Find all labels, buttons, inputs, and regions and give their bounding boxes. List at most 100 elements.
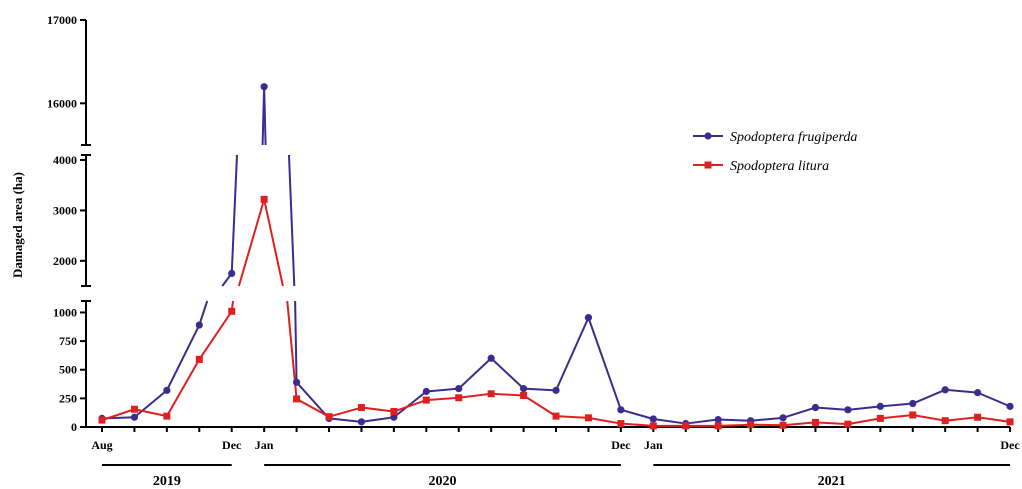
data-point: [519, 385, 528, 393]
data-point: [260, 195, 268, 203]
legend-item: Spodoptera litura: [693, 159, 829, 174]
series-line-segment: [165, 324, 201, 391]
data-point: [649, 415, 657, 423]
legend-label: Spodoptera litura: [730, 159, 829, 174]
data-point: [941, 417, 949, 425]
data-point: [682, 422, 690, 430]
data-point: [228, 269, 236, 278]
series-line-segment: [230, 154, 238, 274]
legend-marker: [704, 132, 712, 140]
year-label: 2019: [153, 474, 181, 489]
series-line-segment: [718, 423, 751, 427]
series-line-segment: [296, 398, 330, 418]
year-labels: 2019 2020 2021: [102, 464, 1011, 489]
legend-marker: [704, 161, 712, 169]
y-tick-label: 16000: [47, 96, 77, 110]
y-tick-label: 2000: [53, 254, 77, 268]
data-point: [584, 314, 593, 322]
series-line-segment: [294, 300, 298, 383]
series-line-segment: [653, 417, 686, 425]
series-line-segment: [328, 417, 362, 423]
legend-item: Spodoptera frugiperda: [693, 130, 857, 145]
data-point: [163, 386, 171, 394]
series-line-segment: [880, 413, 913, 420]
x-tick-label: Dec: [222, 438, 242, 452]
data-point: [195, 355, 203, 363]
series-line-segment: [458, 392, 492, 399]
series-line-segment: [426, 387, 459, 393]
data-point: [293, 395, 301, 403]
data-point: [649, 422, 657, 430]
data-point: [292, 378, 301, 386]
series-line-segment: [847, 405, 881, 411]
series-line-segment: [685, 418, 719, 425]
series-line-segment: [491, 392, 524, 397]
data-point: [487, 354, 495, 362]
data-point: [390, 408, 398, 416]
series-line-segment: [847, 417, 881, 426]
series-line-segment: [133, 389, 168, 419]
data-point: [98, 416, 106, 424]
data-point: [195, 321, 203, 329]
data-point: [422, 387, 430, 396]
series-line-segment: [263, 86, 267, 146]
y-tick-label: 750: [59, 334, 77, 348]
data-point: [714, 415, 722, 424]
data-point: [844, 420, 852, 428]
data-point: [422, 396, 430, 404]
series-line-segment: [750, 416, 784, 422]
series-line-segment: [361, 416, 395, 423]
series-line-segment: [295, 381, 330, 420]
y-axis-label: Damaged area (ha): [10, 172, 25, 278]
data-point: [357, 418, 366, 426]
series-points: [98, 83, 1014, 430]
data-point: [455, 385, 463, 393]
data-point: [325, 413, 333, 421]
series-lines: [101, 86, 1011, 427]
series-line-segment: [620, 422, 654, 427]
series-line-segment: [912, 413, 946, 422]
series-line-segment: [490, 357, 525, 390]
data-point: [876, 414, 884, 422]
data-point: [844, 406, 852, 414]
series-line-segment: [945, 416, 978, 422]
series-line-segment: [977, 391, 1011, 408]
data-point: [455, 394, 463, 402]
series-line-segment: [523, 394, 557, 417]
y-tick-label: 17000: [47, 13, 77, 27]
data-point: [714, 422, 722, 430]
y-tick-label: 3000: [53, 203, 77, 217]
series-line-segment: [165, 358, 201, 417]
data-point: [390, 413, 398, 421]
data-point: [228, 307, 236, 315]
series-line-segment: [750, 423, 784, 427]
data-point: [779, 421, 787, 429]
series-line-segment: [198, 310, 233, 360]
axes: 0 250 500 750 1000 2000 3000 4000 16000 17000 Aug D…: [47, 13, 1020, 452]
data-point: [552, 412, 560, 420]
data-point: [1006, 402, 1014, 410]
data-point: [974, 413, 982, 421]
series-line-segment: [393, 390, 427, 419]
data-point: [1006, 418, 1014, 426]
series-line-segment: [198, 300, 209, 326]
series-line-segment: [555, 317, 590, 391]
data-point: [487, 390, 495, 398]
series-line-segment: [523, 387, 557, 392]
year-label: 2021: [818, 474, 846, 489]
data-point: [163, 412, 171, 420]
x-tick-label: Jan: [255, 438, 274, 452]
series-line-segment: [977, 416, 1011, 423]
data-point: [357, 404, 365, 412]
series-line-segment: [101, 408, 135, 422]
series-line-segment: [782, 406, 816, 419]
y-tick-label: 4000: [53, 153, 77, 167]
series-line-segment: [815, 406, 848, 411]
x-tick-label: Dec: [611, 438, 631, 452]
series-line-segment: [134, 408, 168, 418]
legend: Spodoptera frugiperda Spodoptera litura: [693, 130, 857, 174]
series-line-segment: [555, 415, 589, 419]
y-tick-label: 0: [71, 420, 77, 434]
series-line-segment: [912, 388, 946, 405]
